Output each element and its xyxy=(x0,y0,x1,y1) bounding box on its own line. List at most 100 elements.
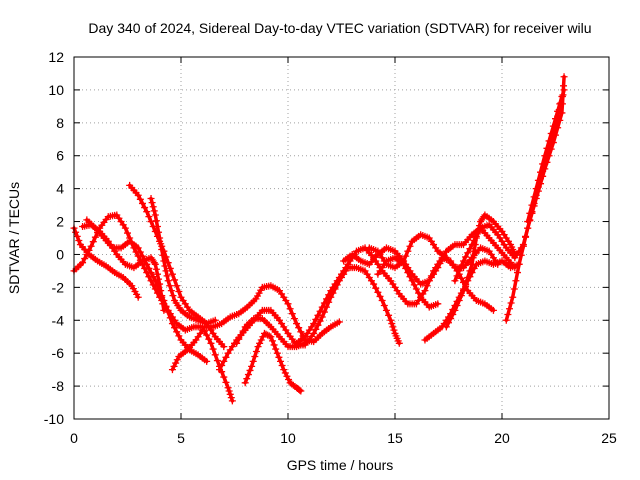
data-point xyxy=(415,289,423,297)
data-point xyxy=(205,335,213,343)
data-point xyxy=(537,168,545,176)
data-point xyxy=(455,267,463,275)
data-point xyxy=(280,366,288,374)
data-point xyxy=(153,270,161,278)
data-point xyxy=(160,306,168,314)
data-point xyxy=(457,292,465,300)
data-point xyxy=(434,300,442,308)
data-point xyxy=(168,270,176,278)
data-point xyxy=(410,281,418,289)
data-point xyxy=(519,242,527,250)
data-point xyxy=(285,376,293,384)
y-tick-label: 0 xyxy=(56,246,64,262)
data-point xyxy=(406,273,414,281)
data-point xyxy=(241,379,249,387)
data-point xyxy=(175,332,183,340)
axis-ticks: 0 5 10 15 20 25 -10 -8 -6 -4 -2 0 2 4 6 8 10 12 xyxy=(44,49,617,446)
data-point xyxy=(243,375,251,383)
data-point xyxy=(325,291,333,299)
data-point xyxy=(549,122,557,130)
data-point xyxy=(390,326,398,334)
data-point xyxy=(254,343,262,351)
x-axis-label: GPS time / hours xyxy=(287,457,394,473)
data-point xyxy=(507,299,515,307)
y-tick-label: 6 xyxy=(56,148,64,164)
data-point xyxy=(472,232,480,240)
data-point xyxy=(314,311,322,319)
data-point xyxy=(388,320,396,328)
data-point xyxy=(167,287,175,295)
data-point xyxy=(150,207,158,215)
data-point xyxy=(312,325,320,333)
data-point xyxy=(293,320,301,328)
data-point xyxy=(257,336,265,344)
data-point xyxy=(218,362,226,370)
data-point xyxy=(283,372,291,380)
data-point xyxy=(372,284,380,292)
data-point xyxy=(447,315,455,323)
data-point xyxy=(408,277,416,285)
data-point xyxy=(268,337,276,345)
data-point xyxy=(158,246,166,254)
data-point xyxy=(164,308,172,316)
x-tick-label: 15 xyxy=(387,430,403,446)
data-point xyxy=(434,264,442,272)
data-point xyxy=(164,277,172,285)
data-point xyxy=(239,327,247,335)
data-point xyxy=(152,265,160,273)
data-point xyxy=(421,287,429,295)
data-point xyxy=(171,324,179,332)
data-point xyxy=(314,321,322,329)
data-point xyxy=(233,339,241,347)
data-point xyxy=(173,356,181,364)
data-point xyxy=(543,144,551,152)
y-tick-label: -8 xyxy=(52,378,65,394)
data-point xyxy=(151,211,159,219)
data-point xyxy=(160,257,168,265)
data-point xyxy=(556,100,564,108)
data-point xyxy=(173,328,181,336)
data-point xyxy=(262,330,270,338)
data-point xyxy=(489,306,497,314)
data-point xyxy=(169,292,177,300)
data-point xyxy=(264,331,272,339)
data-point xyxy=(400,260,408,268)
data-point xyxy=(251,352,259,360)
data-point xyxy=(73,232,81,240)
y-tick-label: 2 xyxy=(56,214,64,230)
data-point xyxy=(556,116,564,124)
data-point xyxy=(151,260,159,268)
data-point xyxy=(216,366,224,374)
data-point xyxy=(378,297,386,305)
data-point xyxy=(222,353,230,361)
data-point xyxy=(318,313,326,321)
data-point xyxy=(552,131,559,139)
data-point xyxy=(524,218,532,226)
data-point xyxy=(370,280,378,288)
series-19 xyxy=(524,92,566,226)
data-point xyxy=(382,306,390,314)
data-point xyxy=(296,386,304,394)
data-point xyxy=(515,260,523,268)
data-point xyxy=(141,204,149,212)
data-point xyxy=(301,339,309,347)
series-track xyxy=(72,213,235,403)
data-point xyxy=(222,378,230,386)
data-point xyxy=(246,366,254,374)
series-2 xyxy=(70,224,142,301)
grid-lines xyxy=(74,57,609,419)
data-point xyxy=(335,318,343,326)
data-point xyxy=(166,264,174,272)
data-point xyxy=(260,329,268,337)
data-point xyxy=(173,282,181,290)
data-point xyxy=(134,293,142,301)
data-point xyxy=(453,301,461,309)
data-point xyxy=(81,255,89,263)
data-point xyxy=(121,224,129,232)
data-point xyxy=(171,276,179,284)
chart-title: Day 340 of 2024, Sidereal Day-to-day VTE… xyxy=(88,20,591,36)
data-point xyxy=(207,339,215,347)
series-8 xyxy=(216,264,403,374)
data-point xyxy=(87,242,95,250)
data-point xyxy=(549,139,557,147)
